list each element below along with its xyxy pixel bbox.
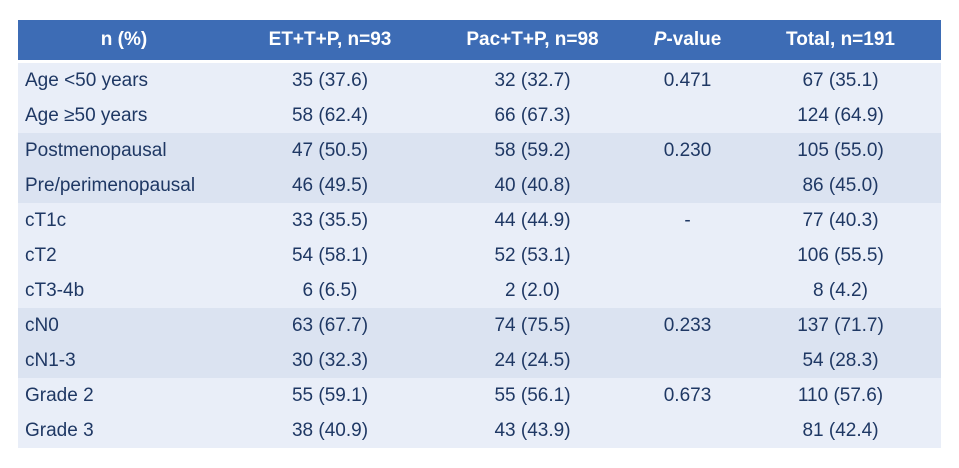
table-row: Grade 2 55 (59.1) 55 (56.1) 0.673 110 (5… [18, 378, 941, 413]
cell-pac-value: 55 (56.1) [430, 378, 635, 413]
cell-p-value [635, 413, 740, 448]
cell-total-value: 110 (57.6) [740, 378, 941, 413]
table-row: Age <50 years 35 (37.6) 32 (32.7) 0.471 … [18, 61, 941, 98]
table-row: Grade 3 38 (40.9) 43 (43.9) 81 (42.4) [18, 413, 941, 448]
cell-total-value: 8 (4.2) [740, 273, 941, 308]
cell-pac-value: 58 (59.2) [430, 133, 635, 168]
column-header-total: Total, n=191 [740, 20, 941, 63]
cell-total-value: 81 (42.4) [740, 413, 941, 448]
cell-p-value [635, 343, 740, 378]
cell-p-value: 0.230 [635, 133, 740, 168]
row-label: Pre/perimenopausal [18, 168, 230, 203]
cell-pac-value: 74 (75.5) [430, 308, 635, 343]
row-label: cT1c [18, 203, 230, 238]
cell-et-value: 6 (6.5) [230, 273, 430, 308]
cell-p-value: - [635, 203, 740, 238]
cell-total-value: 137 (71.7) [740, 308, 941, 343]
cell-total-value: 54 (28.3) [740, 343, 941, 378]
table-row: cT1c 33 (35.5) 44 (44.9) - 77 (40.3) [18, 203, 941, 238]
cell-p-value [635, 238, 740, 273]
row-label: Age <50 years [18, 61, 230, 98]
cell-p-value: 0.673 [635, 378, 740, 413]
table-row: cT3-4b 6 (6.5) 2 (2.0) 8 (4.2) [18, 273, 941, 308]
cell-p-value: 0.471 [635, 61, 740, 98]
table-row: cN0 63 (67.7) 74 (75.5) 0.233 137 (71.7) [18, 308, 941, 343]
cell-et-value: 46 (49.5) [230, 168, 430, 203]
cell-et-value: 47 (50.5) [230, 133, 430, 168]
table-row: Age ≥50 years 58 (62.4) 66 (67.3) 124 (6… [18, 98, 941, 133]
cell-total-value: 67 (35.1) [740, 61, 941, 98]
column-header-p-value: P-value [635, 20, 740, 63]
cell-et-value: 38 (40.9) [230, 413, 430, 448]
cell-pac-value: 44 (44.9) [430, 203, 635, 238]
table-row: cT2 54 (58.1) 52 (53.1) 106 (55.5) [18, 238, 941, 273]
cell-p-value [635, 168, 740, 203]
cell-p-value [635, 273, 740, 308]
cell-et-value: 58 (62.4) [230, 98, 430, 133]
cell-et-value: 55 (59.1) [230, 378, 430, 413]
cell-total-value: 77 (40.3) [740, 203, 941, 238]
cell-total-value: 106 (55.5) [740, 238, 941, 273]
row-label: cT2 [18, 238, 230, 273]
cell-et-value: 54 (58.1) [230, 238, 430, 273]
cell-pac-value: 24 (24.5) [430, 343, 635, 378]
cell-pac-value: 43 (43.9) [430, 413, 635, 448]
column-header-et-arm: ET+T+P, n=93 [230, 20, 430, 63]
row-label: cN1-3 [18, 343, 230, 378]
row-label: Grade 3 [18, 413, 230, 448]
row-label: cN0 [18, 308, 230, 343]
baseline-characteristics-table: n (%) ET+T+P, n=93 Pac+T+P, n=98 P-value… [18, 20, 941, 448]
column-header-pac-arm: Pac+T+P, n=98 [430, 20, 635, 63]
column-header-n-percent: n (%) [18, 20, 230, 63]
row-label: Grade 2 [18, 378, 230, 413]
table-row: Postmenopausal 47 (50.5) 58 (59.2) 0.230… [18, 133, 941, 168]
header-row: n (%) ET+T+P, n=93 Pac+T+P, n=98 P-value… [18, 20, 941, 63]
cell-et-value: 30 (32.3) [230, 343, 430, 378]
cell-pac-value: 66 (67.3) [430, 98, 635, 133]
row-label: Postmenopausal [18, 133, 230, 168]
cell-total-value: 105 (55.0) [740, 133, 941, 168]
cell-pac-value: 52 (53.1) [430, 238, 635, 273]
table-row: cN1-3 30 (32.3) 24 (24.5) 54 (28.3) [18, 343, 941, 378]
cell-total-value: 86 (45.0) [740, 168, 941, 203]
cell-et-value: 33 (35.5) [230, 203, 430, 238]
cell-pac-value: 2 (2.0) [430, 273, 635, 308]
cell-et-value: 35 (37.6) [230, 61, 430, 98]
cell-pac-value: 32 (32.7) [430, 61, 635, 98]
cell-total-value: 124 (64.9) [740, 98, 941, 133]
table-row: Pre/perimenopausal 46 (49.5) 40 (40.8) 8… [18, 168, 941, 203]
row-label: Age ≥50 years [18, 98, 230, 133]
row-label: cT3-4b [18, 273, 230, 308]
table-body: Age <50 years 35 (37.6) 32 (32.7) 0.471 … [18, 61, 941, 448]
cell-p-value [635, 98, 740, 133]
cell-et-value: 63 (67.7) [230, 308, 430, 343]
cell-p-value: 0.233 [635, 308, 740, 343]
cell-pac-value: 40 (40.8) [430, 168, 635, 203]
